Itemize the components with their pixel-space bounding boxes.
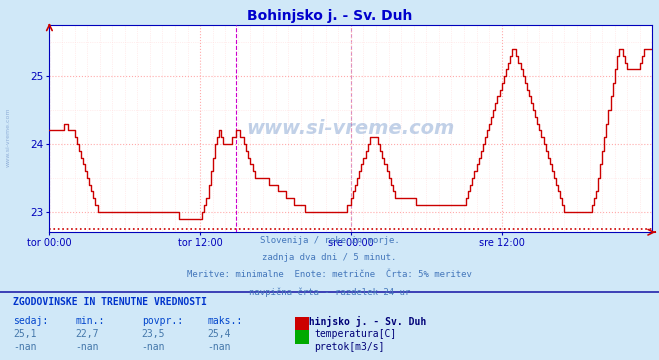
Text: ZGODOVINSKE IN TRENUTNE VREDNOSTI: ZGODOVINSKE IN TRENUTNE VREDNOSTI	[13, 297, 207, 307]
Text: Meritve: minimalne  Enote: metrične  Črta: 5% meritev: Meritve: minimalne Enote: metrične Črta:…	[187, 270, 472, 279]
Text: pretok[m3/s]: pretok[m3/s]	[314, 342, 385, 352]
Text: zadnja dva dni / 5 minut.: zadnja dva dni / 5 minut.	[262, 253, 397, 262]
Text: 22,7: 22,7	[76, 329, 100, 339]
Text: temperatura[C]: temperatura[C]	[314, 329, 397, 339]
Text: povpr.:: povpr.:	[142, 316, 183, 326]
Text: navpična črta - razdelek 24 ur: navpična črta - razdelek 24 ur	[249, 288, 410, 297]
Text: -nan: -nan	[142, 342, 165, 352]
Text: 25,4: 25,4	[208, 329, 231, 339]
Text: www.si-vreme.com: www.si-vreme.com	[246, 119, 455, 138]
Text: www.si-vreme.com: www.si-vreme.com	[5, 107, 11, 167]
Text: -nan: -nan	[76, 342, 100, 352]
Text: Slovenija / reke in morje.: Slovenija / reke in morje.	[260, 236, 399, 245]
Text: -nan: -nan	[208, 342, 231, 352]
Text: 23,5: 23,5	[142, 329, 165, 339]
Text: 25,1: 25,1	[13, 329, 37, 339]
Text: Bohinjsko j. - Sv. Duh: Bohinjsko j. - Sv. Duh	[247, 9, 412, 23]
Text: Bohinjsko j. - Sv. Duh: Bohinjsko j. - Sv. Duh	[297, 316, 426, 327]
Text: sedaj:: sedaj:	[13, 316, 48, 326]
Text: -nan: -nan	[13, 342, 37, 352]
Text: maks.:: maks.:	[208, 316, 243, 326]
Text: min.:: min.:	[76, 316, 105, 326]
